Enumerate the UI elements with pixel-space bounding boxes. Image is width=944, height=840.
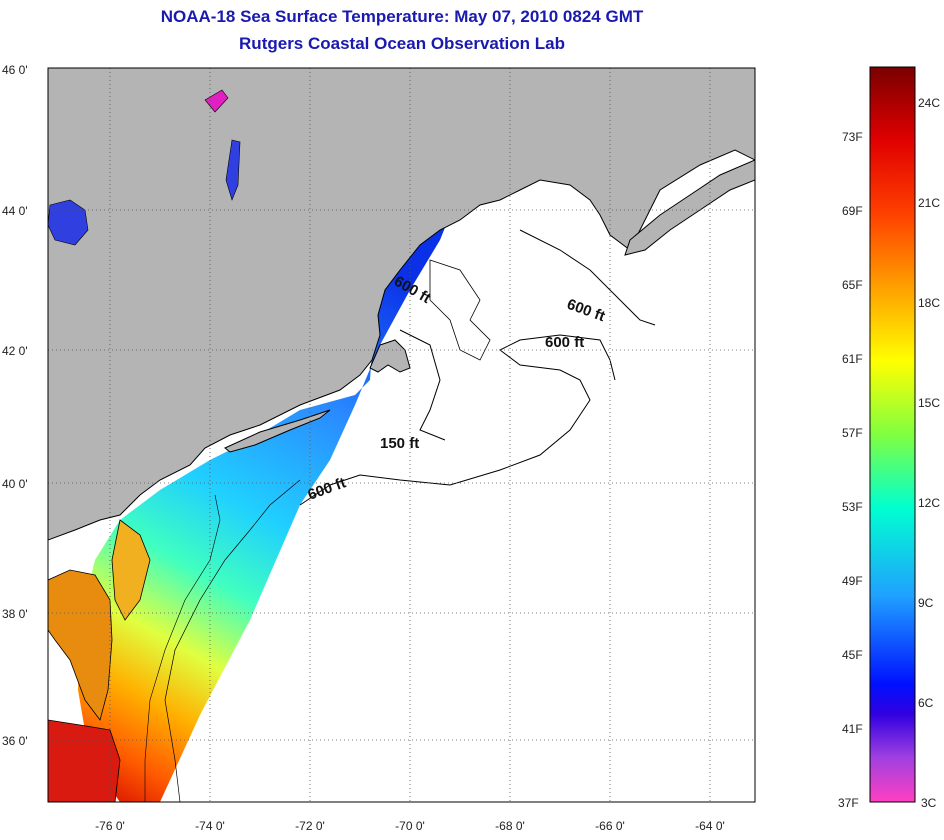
map-subtitle: Rutgers Coastal Ocean Observation Lab: [239, 34, 565, 53]
latitude-labels: 46 0' 44 0' 42 0' 40 0' 38 0' 36 0': [2, 63, 28, 748]
colorbar-celsius-labels: 24C 21C 18C 15C 12C 9C 6C 3C: [918, 96, 940, 810]
lake-champlain: [225, 139, 241, 201]
lake-north: [204, 89, 229, 113]
land-long-island: [224, 409, 331, 453]
lat-label: 42 0': [2, 344, 28, 358]
celsius-label: 6C: [918, 696, 934, 710]
isobath-600ft-north: [519, 229, 656, 326]
celsius-label: 3C: [921, 796, 937, 810]
celsius-label: 18C: [918, 296, 940, 310]
celsius-label: 15C: [918, 396, 940, 410]
fahrenheit-label: 53F: [842, 500, 863, 514]
land-virginia: [48, 719, 121, 802]
celsius-label: 12C: [918, 496, 940, 510]
colorbar-fahrenheit-labels: 73F 69F 65F 61F 57F 53F 49F 45F 41F 37F: [838, 130, 863, 810]
isobath-coastal: [164, 479, 301, 802]
lon-label: -64 0': [695, 819, 725, 833]
isobath-label: 150 ft: [380, 435, 419, 452]
celsius-label: 24C: [918, 96, 940, 110]
lat-label: 38 0': [2, 607, 28, 621]
lon-label: -68 0': [495, 819, 525, 833]
land-cape-cod: [369, 339, 411, 373]
lon-label: -72 0': [295, 819, 325, 833]
fahrenheit-label: 57F: [842, 426, 863, 440]
map-frame: [47, 67, 756, 803]
fahrenheit-label: 49F: [842, 574, 863, 588]
fahrenheit-label: 65F: [842, 278, 863, 292]
isobath-coastal-inner: [144, 494, 221, 802]
lat-label: 46 0': [2, 63, 28, 77]
isobath-label: 600 ft: [545, 334, 584, 351]
lon-label: -66 0': [595, 819, 625, 833]
longitude-labels: -76 0' -74 0' -72 0' -70 0' -68 0' -66 0…: [95, 819, 725, 833]
lat-label: 44 0': [2, 204, 28, 218]
celsius-label: 9C: [918, 596, 934, 610]
lat-label: 40 0': [2, 477, 28, 491]
lon-label: -70 0': [395, 819, 425, 833]
lake-west: [48, 199, 89, 246]
lat-label: 36 0': [2, 734, 28, 748]
land-nova-scotia: [624, 159, 755, 256]
lon-label: -74 0': [195, 819, 225, 833]
land-delmarva: [48, 569, 113, 721]
land-delaware-bay: [111, 519, 151, 621]
isobath-600ft-outer: [299, 334, 616, 506]
celsius-label: 21C: [918, 196, 940, 210]
fahrenheit-label: 45F: [842, 648, 863, 662]
isobath-150ft: [399, 329, 446, 441]
fahrenheit-label: 37F: [838, 796, 859, 810]
lon-label: -76 0': [95, 819, 125, 833]
fahrenheit-label: 61F: [842, 352, 863, 366]
colorbar: [869, 66, 916, 803]
fahrenheit-label: 73F: [842, 130, 863, 144]
fahrenheit-label: 41F: [842, 722, 863, 736]
fahrenheit-label: 69F: [842, 204, 863, 218]
map-title: NOAA-18 Sea Surface Temperature: May 07,…: [160, 7, 644, 26]
